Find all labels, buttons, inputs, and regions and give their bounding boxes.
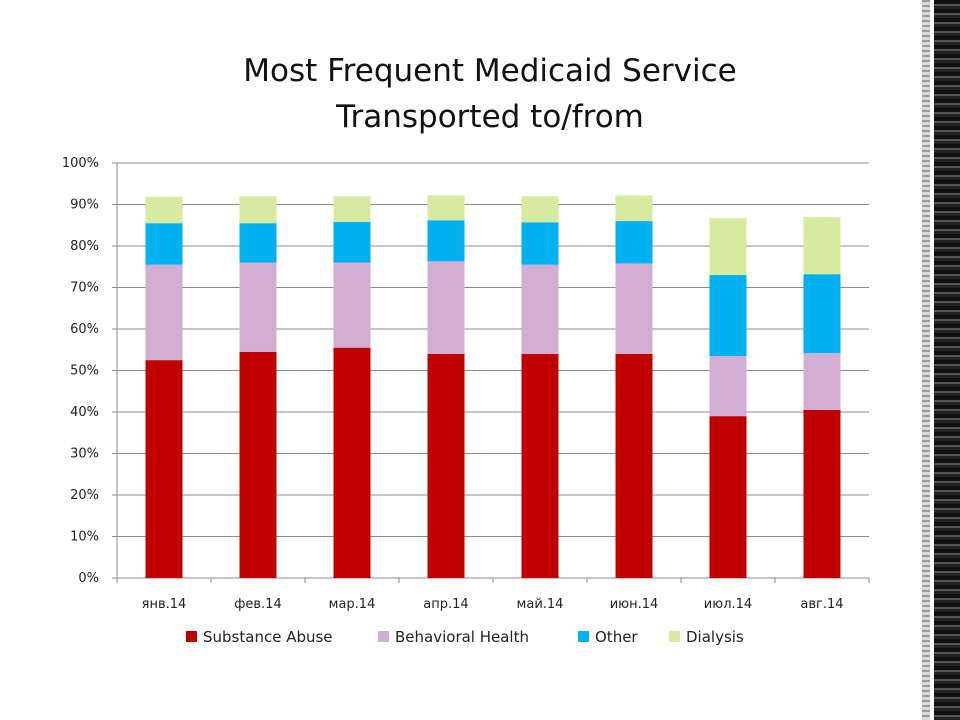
y-tick-label: 0% <box>78 571 99 586</box>
legend-label-substance-abuse: Substance Abuse <box>203 628 333 646</box>
bar-segment-behavioral-health <box>803 353 841 410</box>
bar-segment-other <box>145 223 183 265</box>
x-tick-label: мар.14 <box>329 597 376 612</box>
y-tick-label: 70% <box>70 281 99 296</box>
y-tick-label: 10% <box>70 530 99 545</box>
x-tick-label: май.14 <box>517 597 564 612</box>
y-tick-label: 30% <box>70 447 99 462</box>
chart-title-line-2: Transported to/from <box>336 99 644 135</box>
y-tick-label: 20% <box>70 488 99 503</box>
legend-swatch-substance-abuse <box>186 631 197 642</box>
y-tick-label: 60% <box>70 322 99 337</box>
bar-segment-other <box>615 221 653 264</box>
bar-segment-substance-abuse <box>427 353 465 578</box>
bar-segment-substance-abuse <box>239 351 277 578</box>
x-tick-label: янв.14 <box>142 597 187 612</box>
y-tick-label: 80% <box>70 239 99 254</box>
bar-segment-substance-abuse <box>145 360 183 578</box>
x-tick-label: фев.14 <box>234 597 281 612</box>
y-tick-label: 100% <box>62 156 99 171</box>
bar-segment-dialysis <box>615 195 653 222</box>
legend-label-behavioral-health: Behavioral Health <box>395 628 529 646</box>
bar-segment-behavioral-health <box>333 262 371 348</box>
bar-segment-substance-abuse <box>803 409 841 578</box>
bar-segment-other <box>239 223 277 263</box>
bar-segment-dialysis <box>709 218 747 276</box>
bar-segment-substance-abuse <box>615 353 653 578</box>
legend-swatch-other <box>578 631 589 642</box>
x-tick-label: июн.14 <box>610 597 659 612</box>
legend-label-dialysis: Dialysis <box>686 628 744 646</box>
bar-segment-behavioral-health <box>709 355 747 417</box>
legend-label-other: Other <box>595 628 638 646</box>
bar-segment-substance-abuse <box>521 353 559 578</box>
chart-title-line-1: Most Frequent Medicaid Service <box>243 53 737 89</box>
bar-segment-dialysis <box>803 216 841 275</box>
bar-segment-behavioral-health <box>145 264 183 361</box>
decorative-border-strip-dark <box>934 0 960 720</box>
bar-segment-other <box>803 274 841 354</box>
chart-title: Most Frequent Medicaid Service Transport… <box>230 48 750 140</box>
bar-segment-other <box>333 221 371 263</box>
bar-segment-other <box>427 220 465 262</box>
y-tick-label: 40% <box>70 405 99 420</box>
bar-segment-dialysis <box>239 196 277 224</box>
bar-segment-other <box>709 275 747 356</box>
x-tick-label: авг.14 <box>800 597 843 612</box>
bar-segment-dialysis <box>427 195 465 221</box>
bar-segment-substance-abuse <box>709 416 747 578</box>
bar-segment-behavioral-health <box>615 263 653 354</box>
x-tick-label: июл.14 <box>704 597 752 612</box>
legend-swatch-behavioral-health <box>378 631 389 642</box>
x-tick-label: апр.14 <box>423 597 468 612</box>
bar-segment-other <box>521 222 559 265</box>
bar-segment-behavioral-health <box>427 261 465 354</box>
y-tick-label: 90% <box>70 198 99 213</box>
bar-segment-substance-abuse <box>333 347 371 578</box>
bar-segment-dialysis <box>333 196 371 222</box>
legend-swatch-dialysis <box>669 631 680 642</box>
decorative-border-strip <box>922 0 930 720</box>
bar-segment-behavioral-health <box>521 264 559 354</box>
bar-segment-behavioral-health <box>239 262 277 352</box>
y-tick-label: 50% <box>70 364 99 379</box>
bar-segment-dialysis <box>145 196 183 224</box>
bar-segment-dialysis <box>521 196 559 223</box>
